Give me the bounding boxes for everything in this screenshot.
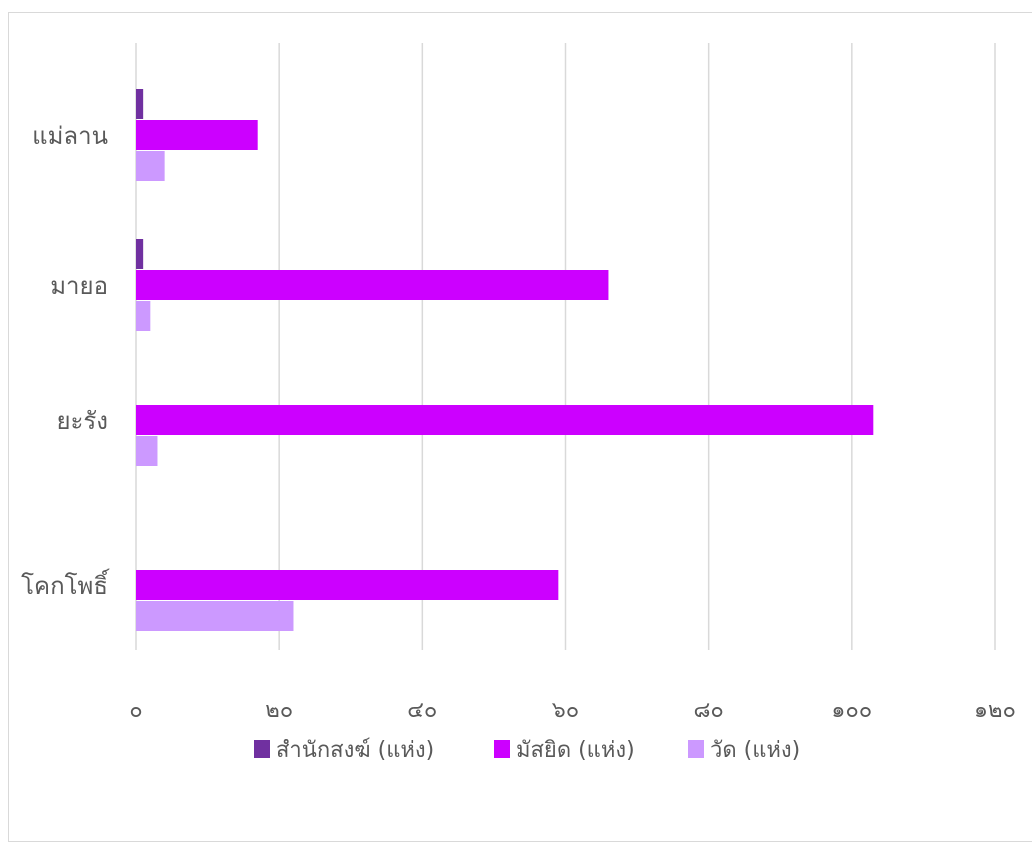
- legend-label-1: สำนักสงฆ์ (แห่ง): [276, 738, 434, 763]
- x-tick-label: ๒๐: [265, 698, 293, 723]
- x-tick-label: ๑๐๐: [831, 698, 872, 723]
- category-label: โคกโพธิ์: [21, 568, 110, 600]
- x-tick-label: ๖๐: [552, 698, 579, 723]
- bar-3-3: [136, 436, 158, 466]
- x-tick-label: ๔๐: [407, 698, 437, 723]
- category-label: มายอ: [50, 272, 108, 300]
- bar-2-1: [136, 120, 258, 150]
- x-tick-label: ๑๒๐: [974, 698, 1016, 723]
- legend-swatch-3: [688, 740, 704, 758]
- bar-1-1: [136, 89, 144, 119]
- x-tick-labels: ๐ ๒๐ ๔๐ ๖๐ ๘๐ ๑๐๐ ๑๒๐: [129, 698, 1016, 723]
- x-tick-label: ๐: [129, 698, 142, 723]
- bars: [136, 89, 874, 631]
- bar-2-2: [136, 270, 609, 300]
- bar-3-1: [136, 151, 165, 181]
- category-label: ยะรัง: [56, 407, 108, 435]
- bar-1-2: [136, 239, 144, 269]
- legend-label-3: วัด (แห่ง): [710, 738, 800, 763]
- bar-3-2: [136, 301, 151, 331]
- category-label: แม่ลาน: [32, 122, 108, 150]
- bar-3-4: [136, 601, 294, 631]
- gridlines: [135, 43, 996, 650]
- legend-swatch-2: [494, 740, 510, 758]
- legend-swatch-1: [254, 740, 270, 758]
- x-tick-label: ๘๐: [693, 698, 723, 723]
- bar-2-4: [136, 570, 559, 600]
- legend-label-2: มัสยิด (แห่ง): [516, 738, 635, 763]
- legend: สำนักสงฆ์ (แห่ง) มัสยิด (แห่ง) วัด (แห่ง): [254, 738, 800, 763]
- bar-2-3: [136, 405, 874, 435]
